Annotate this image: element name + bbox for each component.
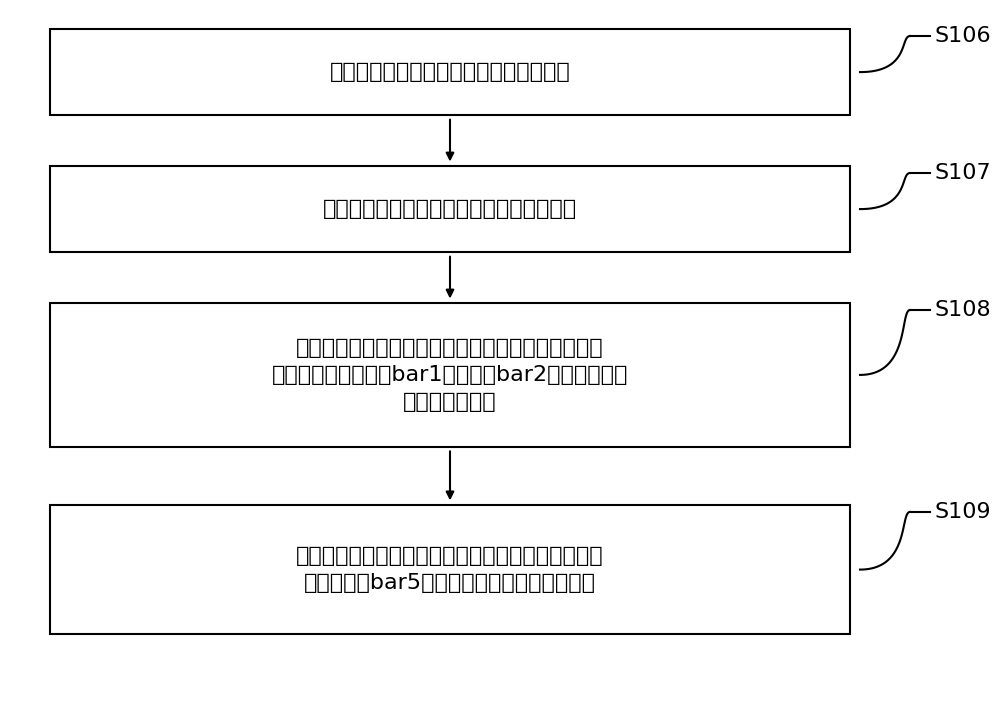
Text: 置空间中的bar5寄存器确定为所述目标寄存器: 置空间中的bar5寄存器确定为所述目标寄存器 bbox=[304, 573, 596, 593]
Bar bbox=[50, 505, 850, 634]
Bar bbox=[50, 166, 850, 252]
Text: 在所述固态硬盘的类型为非易失性固态硬盘类型时，: 在所述固态硬盘的类型为非易失性固态硬盘类型时， bbox=[296, 337, 604, 358]
Text: 在所述固态硬盘的类型为串口硬盘类型时，将所述配: 在所述固态硬盘的类型为串口硬盘类型时，将所述配 bbox=[296, 546, 604, 566]
Bar bbox=[50, 29, 850, 115]
Text: S109: S109 bbox=[935, 502, 992, 522]
Text: 将所述配置空间中的bar1寄存器及bar2寄存器确定为: 将所述配置空间中的bar1寄存器及bar2寄存器确定为 bbox=[272, 365, 628, 385]
Bar bbox=[50, 303, 850, 447]
Text: 所述目标寄存器: 所述目标寄存器 bbox=[403, 392, 497, 412]
Text: S107: S107 bbox=[935, 163, 992, 183]
Text: 读取所述固态硬盘的配置空间的配置信息: 读取所述固态硬盘的配置空间的配置信息 bbox=[330, 62, 570, 82]
Text: 根据所述配置信息确定所述固态硬盘的类型: 根据所述配置信息确定所述固态硬盘的类型 bbox=[323, 199, 577, 219]
Text: S106: S106 bbox=[935, 26, 992, 46]
Text: S108: S108 bbox=[935, 300, 992, 320]
